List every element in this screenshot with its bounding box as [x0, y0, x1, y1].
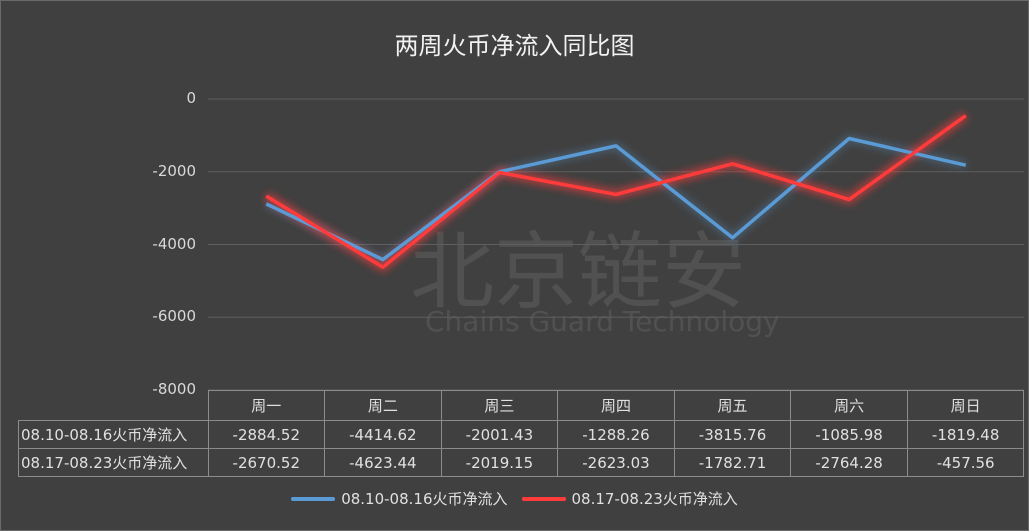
- legend-item: 08.10-08.16火币净流入: [291, 488, 508, 509]
- category-label: 周五: [673, 390, 792, 421]
- data-value: -2884.52: [207, 420, 326, 449]
- legend-item: 08.17-08.23火币净流入: [521, 488, 738, 509]
- category-label: 周一: [207, 390, 326, 421]
- legend: 08.10-08.16火币净流入 08.17-08.23火币净流入: [0, 488, 1029, 509]
- data-value: -457.56: [906, 448, 1025, 477]
- data-value: -1085.98: [790, 420, 908, 449]
- chart-title: 两周火币净流入同比图: [394, 32, 635, 60]
- legend-swatch: [521, 496, 566, 501]
- data-value: -2019.15: [440, 448, 559, 477]
- table-row: 08.10-08.16火币净流入 -2884.52 -4414.62 -2001.43…: [18, 420, 1025, 449]
- watermark-en: Chains Guard Technology: [425, 305, 780, 338]
- data-value: -2001.43: [440, 420, 559, 449]
- legend-swatch: [291, 496, 336, 501]
- category-label: 周三: [440, 390, 559, 421]
- category-label: 周四: [557, 390, 675, 421]
- table-row: 08.17-08.23火币净流入 -2670.52 -4623.44 -2019.15…: [18, 448, 1025, 477]
- category-label: 周六: [790, 390, 908, 421]
- data-value: -1288.26: [557, 420, 675, 449]
- y-tick-label: -6000: [152, 307, 196, 326]
- legend-label: 08.10-08.16火币净流入: [341, 490, 508, 508]
- data-value: -2670.52: [207, 448, 326, 477]
- series-label: 08.17-08.23火币净流入: [18, 448, 209, 477]
- data-value: -4414.62: [324, 420, 442, 449]
- data-value: -1782.71: [673, 448, 792, 477]
- data-value: -1819.48: [906, 420, 1025, 449]
- data-value: -3815.76: [673, 420, 792, 449]
- category-label: 周二: [324, 390, 442, 421]
- y-tick-label: -4000: [152, 234, 196, 253]
- y-tick-label: 0: [186, 89, 196, 107]
- y-tick-label: -2000: [152, 161, 196, 180]
- category-label: 周日: [906, 390, 1025, 421]
- series-glow: [264, 134, 967, 264]
- data-value: -2623.03: [557, 448, 675, 477]
- legend-label: 08.17-08.23火币净流入: [571, 490, 738, 508]
- series-line-1: [265, 136, 967, 262]
- watermark-cn: 北京链安: [410, 223, 747, 321]
- data-value: -4623.44: [324, 448, 442, 477]
- series-label: 08.10-08.16火币净流入: [18, 420, 209, 449]
- data-table: 周一 周二 周三 周四 周五 周六 周日 08.10-08.16火币净流入 -2884.52 -4…: [18, 390, 1025, 477]
- data-value: -2764.28: [790, 448, 908, 477]
